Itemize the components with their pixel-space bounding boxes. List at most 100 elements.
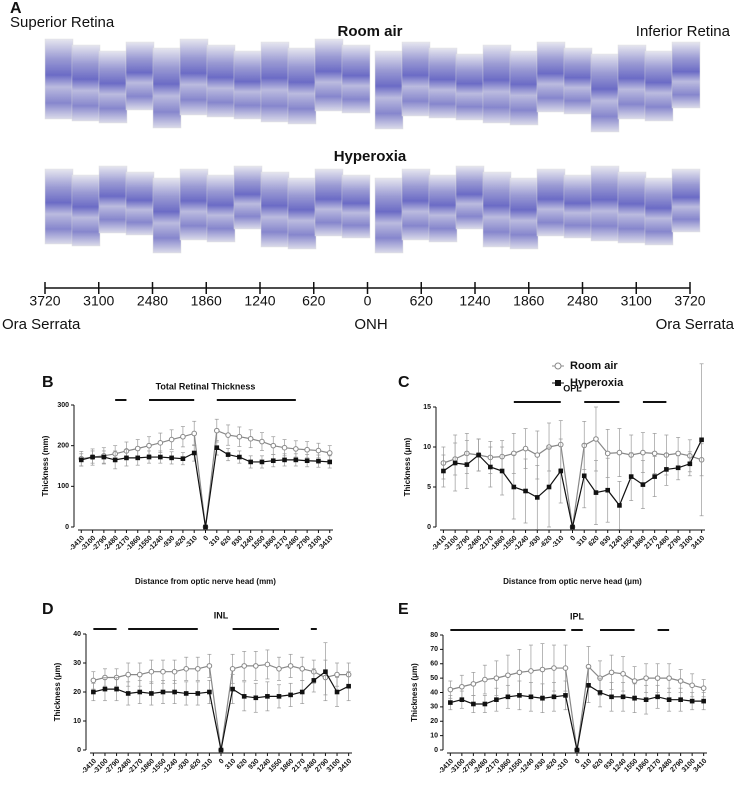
tick-label: 3720 bbox=[674, 293, 705, 309]
retina-images bbox=[44, 38, 701, 254]
point bbox=[677, 678, 684, 684]
y-tick-label: 0 bbox=[65, 524, 69, 531]
retina-tile bbox=[590, 53, 620, 133]
retina-tile bbox=[536, 41, 566, 113]
tick-label: 2480 bbox=[567, 293, 598, 309]
point bbox=[476, 452, 481, 458]
point bbox=[551, 665, 557, 671]
point bbox=[334, 671, 340, 678]
point bbox=[299, 666, 306, 672]
point bbox=[620, 671, 626, 677]
point bbox=[534, 452, 541, 458]
point bbox=[213, 427, 220, 434]
point bbox=[581, 473, 587, 479]
point bbox=[218, 747, 224, 753]
retina-tile bbox=[152, 47, 182, 129]
inferior-label: Inferior Retina bbox=[636, 23, 731, 40]
point bbox=[191, 450, 197, 456]
x-tick-label: 3410 bbox=[318, 535, 334, 551]
point bbox=[253, 695, 259, 701]
point bbox=[259, 459, 265, 465]
point bbox=[276, 694, 282, 699]
point bbox=[281, 444, 288, 451]
y-axis-label: Thickness (μm) bbox=[410, 663, 419, 722]
point bbox=[631, 678, 638, 684]
retina-tile bbox=[401, 41, 431, 117]
tick-label: 3100 bbox=[83, 293, 114, 309]
panel-label: C bbox=[398, 374, 410, 391]
point bbox=[459, 697, 465, 702]
x-tick-label: 0 bbox=[570, 535, 578, 543]
point bbox=[643, 675, 649, 681]
point bbox=[459, 683, 465, 690]
point bbox=[604, 450, 611, 457]
point bbox=[259, 438, 265, 445]
point bbox=[270, 458, 276, 464]
point bbox=[236, 433, 243, 440]
point bbox=[315, 447, 322, 454]
point bbox=[247, 435, 254, 442]
point bbox=[687, 461, 693, 467]
x-tick-label: -620 bbox=[539, 535, 554, 550]
point bbox=[493, 675, 500, 681]
point bbox=[293, 457, 299, 463]
y-tick-label: 20 bbox=[430, 718, 438, 725]
retina-tile bbox=[428, 47, 458, 119]
point bbox=[689, 682, 695, 689]
y-tick-label: 0 bbox=[77, 747, 81, 754]
y-tick-label: 100 bbox=[57, 483, 69, 490]
x-tick-label: -930 bbox=[527, 535, 542, 550]
point bbox=[183, 666, 189, 672]
y-tick-label: 30 bbox=[430, 704, 438, 711]
point bbox=[229, 666, 236, 672]
y-tick-label: 60 bbox=[430, 661, 438, 668]
series-line bbox=[81, 446, 330, 528]
point bbox=[605, 487, 611, 493]
point bbox=[505, 694, 511, 700]
y-tick-label: 40 bbox=[430, 689, 438, 696]
retina-tile bbox=[233, 50, 263, 120]
point bbox=[172, 689, 177, 695]
point bbox=[675, 450, 681, 457]
x-tick-label: 310 bbox=[580, 758, 593, 771]
retina-tile bbox=[509, 177, 539, 250]
x-tick-label: 620 bbox=[220, 535, 233, 548]
point bbox=[191, 430, 198, 437]
point bbox=[666, 675, 672, 681]
retina-tile bbox=[287, 47, 317, 125]
series-line bbox=[81, 429, 330, 528]
retina-tile bbox=[428, 174, 458, 243]
hyperoxia-label: Hyperoxia bbox=[334, 148, 407, 165]
point bbox=[160, 689, 166, 695]
legend-label: Room air bbox=[570, 360, 618, 372]
chart-title: INL bbox=[214, 610, 229, 620]
point bbox=[640, 482, 646, 487]
y-tick-label: 10 bbox=[423, 444, 431, 451]
point bbox=[628, 474, 634, 479]
point bbox=[593, 490, 599, 495]
point bbox=[654, 675, 661, 681]
point bbox=[253, 663, 259, 669]
point bbox=[149, 691, 154, 696]
y-tick-label: 40 bbox=[73, 631, 81, 638]
point bbox=[124, 455, 129, 461]
y-tick-label: 200 bbox=[57, 443, 69, 450]
point bbox=[237, 454, 242, 460]
point bbox=[158, 454, 163, 460]
retina-tile bbox=[482, 171, 512, 248]
retina-tile bbox=[455, 165, 485, 230]
tick-label: 1240 bbox=[459, 293, 490, 309]
point bbox=[288, 692, 293, 698]
point bbox=[528, 668, 534, 674]
series-line bbox=[450, 684, 704, 751]
retina-tile bbox=[314, 168, 344, 237]
panel-label: E bbox=[398, 601, 409, 618]
point bbox=[505, 672, 511, 679]
point bbox=[169, 455, 174, 461]
point bbox=[586, 683, 591, 688]
x-tick-label: 0 bbox=[218, 758, 226, 766]
y-tick-label: 15 bbox=[423, 404, 431, 411]
retina-tile bbox=[563, 174, 593, 239]
point bbox=[282, 457, 287, 463]
retina-tile bbox=[98, 50, 128, 124]
